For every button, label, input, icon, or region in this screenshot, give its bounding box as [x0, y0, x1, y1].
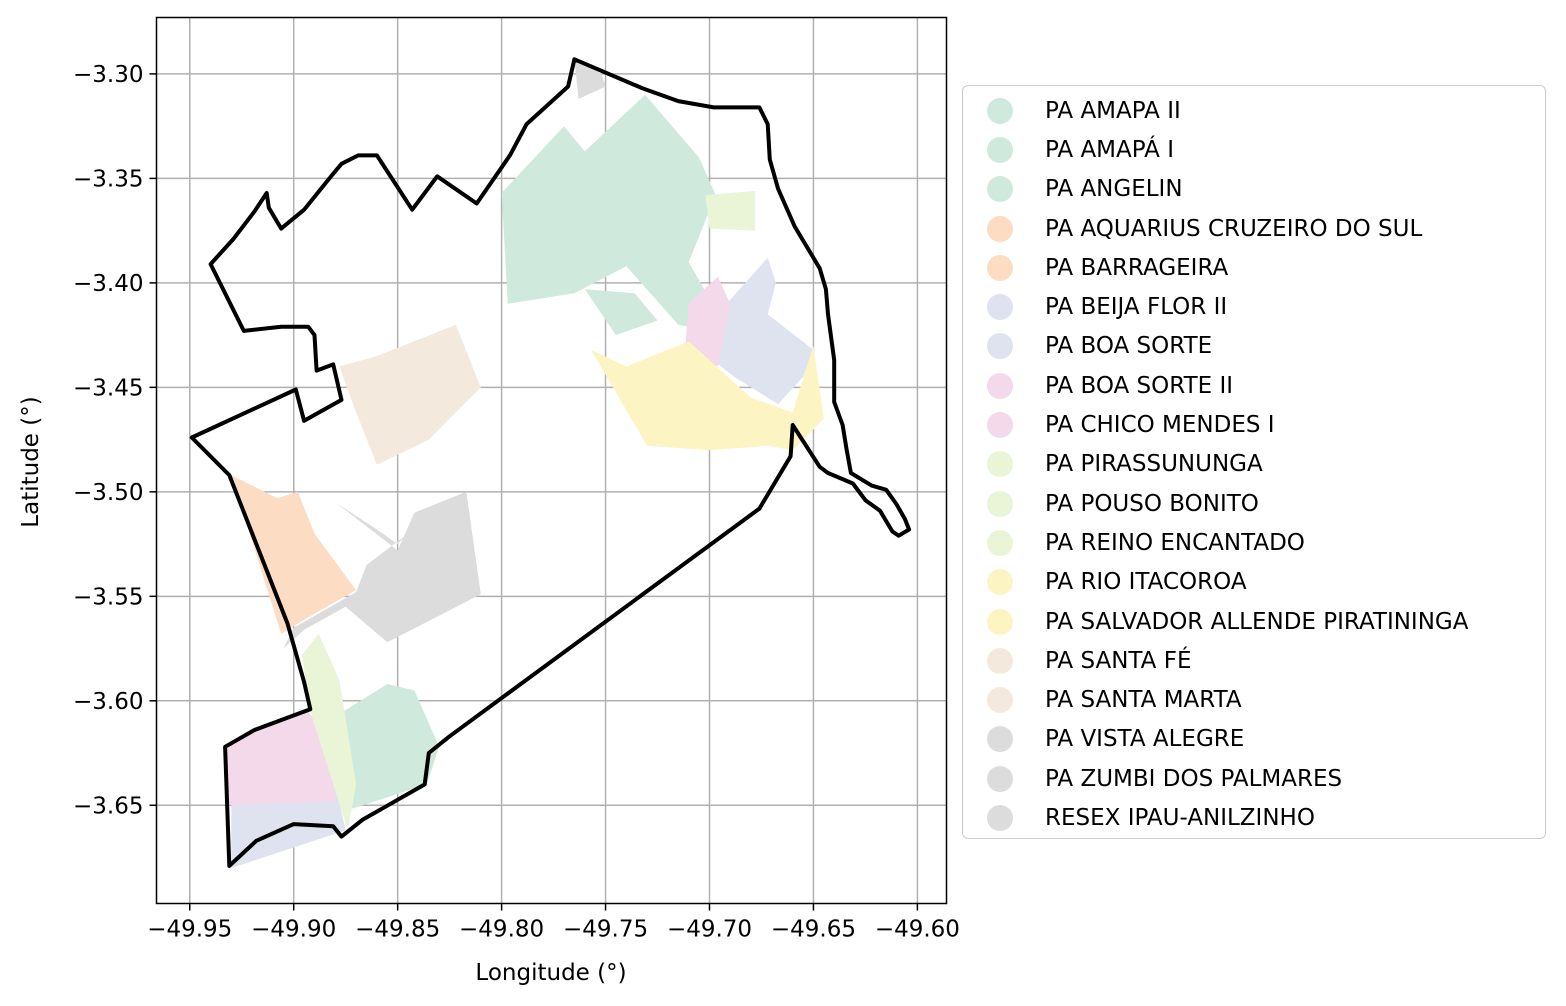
y-tick-label: −3.40 [73, 271, 143, 297]
plot-frame [155, 16, 948, 905]
x-axis-title: Longitude (°) [475, 960, 626, 986]
legend-swatch [987, 490, 1013, 517]
legend-item: PA BOA SORTE II [963, 366, 1545, 405]
legend-label: PA BOA SORTE [1045, 333, 1213, 360]
x-tick-label: −49.95 [147, 917, 232, 943]
axis-ticks: −49.95 −49.90 −49.85 −49.80 −49.75 −49.70 −49.… [73, 62, 960, 943]
x-tick-label: −49.60 [875, 917, 960, 943]
legend-label: PA SANTA MARTA [1045, 687, 1242, 714]
legend-label: PA BOA SORTE II [1045, 372, 1234, 399]
legend-item: PA CHICO MENDES I [963, 405, 1545, 444]
legend-item: PA SANTA MARTA [963, 680, 1545, 719]
legend-label: PA VISTA ALEGRE [1045, 726, 1245, 753]
legend-label: PA BEIJA FLOR II [1045, 294, 1228, 321]
y-tick-label: −3.60 [73, 689, 143, 715]
legend-swatch [987, 726, 1013, 753]
legend-item: PA AQUARIUS CRUZEIRO DO SUL [963, 209, 1545, 248]
x-tick-label: −49.75 [563, 917, 648, 943]
legend-swatch [987, 215, 1013, 242]
area-polygon [501, 94, 731, 336]
legend-swatch [987, 254, 1013, 281]
legend-item: PA ZUMBI DOS PALMARES [963, 759, 1545, 798]
legend-item: PA REINO ENCANTADO [963, 523, 1545, 562]
legend-swatch [987, 569, 1013, 596]
legend-item: PA RIO ITACOROA [963, 563, 1545, 602]
legend: PA AMAPA II PA AMAPÁ I PA ANGELIN PA AQUARI… [962, 85, 1546, 839]
legend-swatch [987, 333, 1013, 360]
x-tick-label: −49.70 [667, 917, 752, 943]
y-tick-label: −3.50 [73, 480, 143, 506]
x-tick-label: −49.80 [459, 917, 544, 943]
legend-label: PA AMAPA II [1045, 97, 1181, 124]
area-polygon [339, 324, 481, 465]
y-tick-label: −3.45 [73, 375, 143, 401]
legend-swatch [987, 804, 1013, 831]
legend-swatch [987, 136, 1013, 163]
legend-swatch [987, 97, 1013, 124]
legend-item: PA SALVADOR ALLENDE PIRATININGA [963, 602, 1545, 641]
y-tick-label: −3.65 [73, 793, 143, 819]
legend-swatch [987, 608, 1013, 635]
legend-label: PA RIO ITACOROA [1045, 569, 1247, 596]
legend-item: PA BOA SORTE [963, 327, 1545, 366]
area-polygon [227, 711, 336, 806]
area-polygon [283, 491, 481, 649]
legend-swatch [987, 765, 1013, 792]
area-polygons [227, 59, 824, 868]
legend-item: PA SANTA FÉ [963, 641, 1545, 680]
legend-item: PA POUSO BONITO [963, 484, 1545, 523]
legend-label: RESEX IPAU-ANILZINHO [1045, 804, 1315, 831]
legend-swatch [987, 412, 1013, 439]
area-polygon [705, 190, 756, 231]
y-tick-label: −3.55 [73, 584, 143, 610]
boundary-outline [189, 57, 912, 868]
y-tick-label: −3.35 [73, 166, 143, 192]
legend-item: PA BEIJA FLOR II [963, 287, 1545, 326]
y-tick-label: −3.30 [73, 62, 143, 88]
area-polygon [684, 276, 731, 367]
legend-item: PA AMAPA II [963, 91, 1545, 130]
legend-item: PA ANGELIN [963, 170, 1545, 209]
legend-label: PA ZUMBI DOS PALMARES [1045, 765, 1343, 792]
legend-label: PA AMAPÁ I [1045, 136, 1174, 163]
legend-label: PA POUSO BONITO [1045, 490, 1259, 517]
area-polygon [231, 475, 357, 634]
legend-label: PA BARRAGEIRA [1045, 254, 1229, 281]
legend-label: PA SALVADOR ALLENDE PIRATININGA [1045, 608, 1469, 635]
legend-label: PA AQUARIUS CRUZEIRO DO SUL [1045, 215, 1423, 242]
legend-swatch [987, 176, 1013, 203]
legend-swatch [987, 529, 1013, 556]
area-polygon [574, 59, 606, 99]
area-polygon [591, 341, 824, 451]
municipality-boundary [189, 57, 912, 868]
x-tick-label: −49.90 [251, 917, 336, 943]
legend-label: PA CHICO MENDES I [1045, 412, 1275, 439]
x-tick-label: −49.85 [355, 917, 440, 943]
area-polygon [343, 684, 440, 810]
legend-item: PA BARRAGEIRA [963, 248, 1545, 287]
legend-label: PA SANTA FÉ [1045, 647, 1192, 674]
area-polygon [584, 289, 658, 336]
grid-lines [156, 17, 947, 904]
legend-swatch [987, 372, 1013, 399]
legend-swatch [987, 687, 1013, 714]
legend-item: RESEX IPAU-ANILZINHO [963, 798, 1545, 837]
legend-item: PA PIRASSUNUNGA [963, 445, 1545, 484]
legend-swatch [987, 294, 1013, 321]
area-polygon [302, 633, 357, 831]
legend-label: PA ANGELIN [1045, 176, 1183, 203]
legend-swatch [987, 647, 1013, 674]
legend-swatch [987, 451, 1013, 478]
x-tick-label: −49.65 [771, 917, 856, 943]
y-axis-title: Latitude (°) [18, 396, 44, 527]
legend-label: PA PIRASSUNUNGA [1045, 451, 1263, 478]
legend-item: PA AMAPÁ I [963, 130, 1545, 169]
area-polygon [688, 257, 814, 405]
legend-label: PA REINO ENCANTADO [1045, 529, 1305, 556]
legend-item: PA VISTA ALEGRE [963, 720, 1545, 759]
